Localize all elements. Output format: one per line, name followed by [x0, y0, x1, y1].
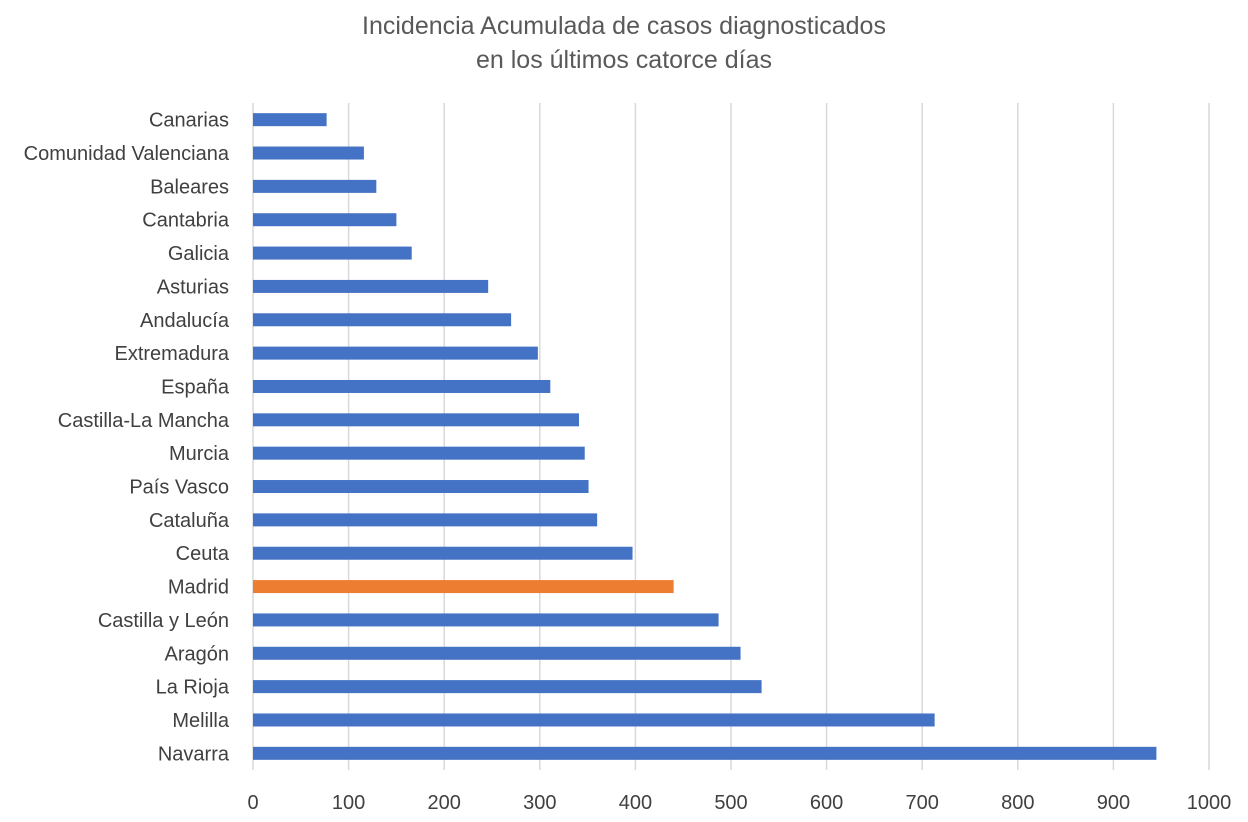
bar-11 — [253, 480, 589, 494]
bar-15 — [253, 613, 719, 627]
bar-5 — [253, 279, 489, 293]
bar-17 — [253, 680, 762, 694]
bar-16 — [253, 646, 741, 660]
x-tick-label: 100 — [332, 792, 365, 814]
category-label: Castilla y León — [98, 610, 229, 632]
x-tick-label: 700 — [906, 792, 939, 814]
category-label: Cataluña — [149, 510, 230, 532]
bar-19 — [253, 746, 1157, 760]
category-label: Extremadura — [115, 343, 230, 365]
category-label: Cantabria — [142, 210, 230, 232]
category-label: Galicia — [168, 243, 230, 265]
category-label: Aragón — [165, 643, 230, 665]
category-label: Comunidad Valenciana — [24, 143, 230, 165]
category-label: Navarra — [158, 743, 230, 765]
x-tick-label: 200 — [428, 792, 461, 814]
bar-1 — [253, 146, 364, 160]
bar-13 — [253, 546, 633, 560]
bar-2 — [253, 179, 377, 193]
category-label: España — [161, 376, 230, 398]
chart-title-line-2: en los últimos catorce días — [476, 46, 772, 74]
bar-6 — [253, 313, 512, 327]
category-label: Asturias — [157, 276, 229, 298]
x-tick-label: 300 — [523, 792, 556, 814]
x-tick-label: 1000 — [1187, 792, 1232, 814]
chart-title-line-1: Incidencia Acumulada de casos diagnostic… — [362, 12, 886, 40]
category-label: Andalucía — [140, 310, 230, 332]
category-label: Melilla — [172, 710, 230, 732]
category-label: La Rioja — [156, 677, 230, 699]
x-tick-label: 500 — [714, 792, 747, 814]
category-label: Castilla-La Mancha — [58, 410, 230, 432]
category-label: País Vasco — [129, 477, 229, 499]
category-label: Murcia — [169, 443, 230, 465]
x-tick-label: 800 — [1001, 792, 1034, 814]
x-tick-label: 0 — [247, 792, 258, 814]
x-tick-label: 600 — [810, 792, 843, 814]
bar-10 — [253, 446, 585, 460]
category-label: Madrid — [168, 577, 229, 599]
bar-12 — [253, 513, 598, 527]
x-tick-label: 900 — [1097, 792, 1130, 814]
bar-18 — [253, 713, 935, 727]
bar-8 — [253, 379, 551, 393]
category-label: Ceuta — [176, 543, 230, 565]
bar-4 — [253, 246, 412, 260]
bar-0 — [253, 113, 327, 127]
bar-14 — [253, 580, 674, 594]
bar-9 — [253, 413, 579, 427]
category-label: Baleares — [150, 176, 229, 198]
bar-3 — [253, 213, 397, 227]
bar-7 — [253, 346, 538, 360]
category-label: Canarias — [149, 110, 229, 132]
x-tick-label: 400 — [619, 792, 652, 814]
